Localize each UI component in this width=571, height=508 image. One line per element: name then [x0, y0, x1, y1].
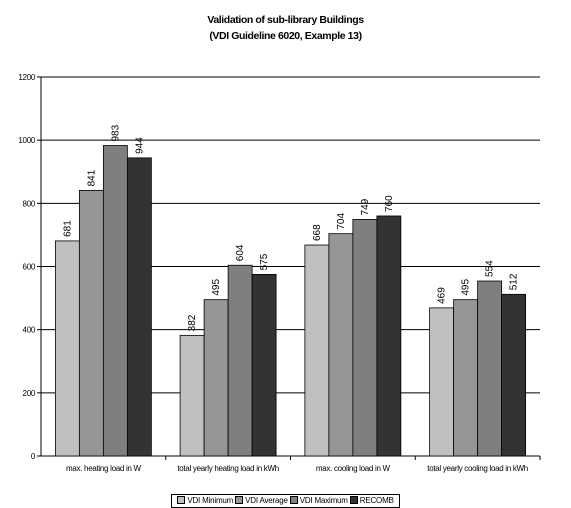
data-label: 704: [336, 213, 347, 230]
y-tick-label: 600: [23, 263, 36, 272]
bar: [203, 299, 229, 457]
bar: [376, 215, 402, 457]
data-label: 983: [110, 124, 121, 141]
bar: [429, 307, 455, 457]
bars: [54, 145, 527, 457]
tick-labels: 0 200 400 600 800 1000 1200 max. heating load i…: [18, 73, 528, 473]
chart-subtitle: (VDI Guideline 6020, Example 13): [209, 30, 362, 42]
legend-swatch: [349, 496, 358, 504]
bar: [501, 293, 527, 457]
legend-swatch: [235, 496, 244, 504]
bar: [179, 334, 205, 457]
data-label: 749: [360, 198, 371, 215]
data-label: 681: [62, 220, 73, 237]
legend-swatch: [177, 496, 186, 504]
y-tick-label: 1200: [18, 73, 35, 82]
legend-box: VDI Minimum VDI Average VDI Maximum RECOMB: [171, 494, 400, 508]
legend-label: VDI Minimum: [187, 496, 234, 505]
data-label: 495: [461, 279, 472, 296]
legend-swatch: [289, 496, 298, 504]
data-label: 469: [437, 287, 448, 304]
data-label: 841: [86, 169, 97, 186]
x-tick-label: max. heating load in W: [66, 464, 142, 473]
y-tick-label: 800: [23, 199, 36, 208]
data-label: 575: [259, 253, 270, 270]
legend-label: RECOMB: [359, 496, 394, 505]
x-tick-label: max. cooling load in W: [316, 464, 391, 473]
legend-item: VDI Average: [235, 496, 288, 506]
chart-title: Validation of sub-library Buildings: [207, 14, 364, 26]
bar: [54, 240, 80, 457]
chart-title-block: Validation of sub-library Buildings (VDI…: [0, 12, 571, 44]
bar: [304, 244, 330, 457]
legend-item: RECOMB: [349, 496, 394, 506]
y-tick-label: 200: [23, 389, 36, 398]
bar: [453, 299, 479, 457]
data-label: 495: [211, 279, 222, 296]
bar: [126, 157, 152, 457]
y-tick-label: 400: [23, 326, 36, 335]
bar: [352, 219, 378, 457]
legend-item: VDI Minimum: [177, 496, 233, 506]
y-tick-label: 0: [31, 452, 36, 461]
legend: VDI Minimum VDI Average VDI Maximum RECOMB: [0, 490, 571, 508]
bar: [477, 280, 503, 457]
y-tick-label: 1000: [18, 136, 35, 145]
bar: [251, 273, 277, 457]
data-label: 760: [384, 195, 395, 212]
data-label: 554: [485, 260, 496, 277]
data-label: 604: [235, 244, 246, 261]
legend-label: VDI Average: [245, 496, 288, 505]
bar: [78, 189, 104, 457]
data-label: 668: [312, 224, 323, 241]
data-label: 944: [134, 137, 145, 154]
bar: [328, 233, 354, 457]
bar: [227, 264, 253, 457]
legend-item: VDI Maximum: [289, 496, 348, 506]
x-tick-label: total yearly cooling load in kWh: [427, 464, 528, 473]
legend-label: VDI Maximum: [299, 496, 348, 505]
data-label: 382: [187, 314, 198, 331]
data-label: 512: [509, 273, 520, 290]
data-labels: 681 841 983 944 382 495 604 575 668 704 749 760 469 4…: [62, 124, 519, 331]
x-tick-label: total yearly heating load in kWh: [177, 464, 279, 473]
bar: [102, 145, 128, 457]
